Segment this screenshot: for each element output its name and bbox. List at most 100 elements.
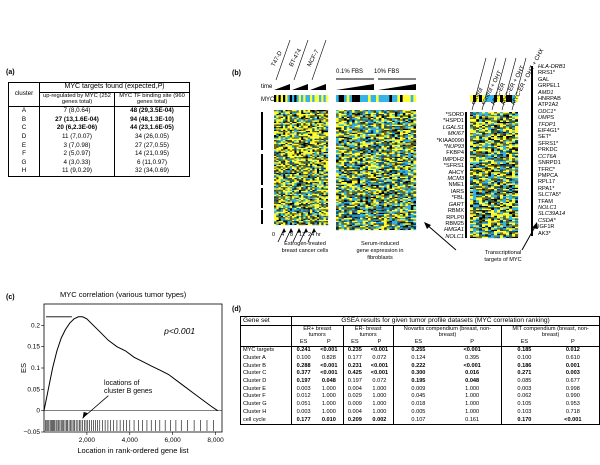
gene-label: GART — [448, 201, 464, 208]
value-cell: 1.000 — [366, 393, 394, 402]
panel-a-label: (a) — [6, 69, 15, 76]
value-cell: 1.000 — [443, 393, 503, 402]
binding-site-cell: 32 (34,0.69) — [135, 167, 169, 175]
caption-myc-targets: Transcriptional targets of MYC — [484, 250, 522, 263]
es-header: ES — [291, 338, 316, 348]
gene-label: IMPDH2 — [442, 156, 464, 163]
value-cell: 0.222 — [411, 362, 426, 369]
x-tick-label: 2,000 — [79, 437, 96, 444]
value-cell: 0.004 — [347, 408, 362, 415]
x-tick-label: 4,000 — [122, 437, 139, 444]
value-cell: 0.003 — [517, 385, 532, 392]
value-cell: 1.000 — [315, 393, 344, 402]
gene-label: RBM25 — [445, 220, 464, 227]
y-tick-label: 0.2 — [31, 322, 40, 329]
time-label: time — [261, 84, 273, 90]
annotation-text: cluster B genes — [104, 388, 153, 395]
dataset-header: Novartis compendium (breast, non-breast) — [393, 325, 503, 339]
value-cell: 0.085 — [517, 378, 532, 385]
value-cell: 0.004 — [347, 385, 362, 392]
binding-site-cell: 14 (21,0.95) — [135, 150, 169, 158]
table-row: C 20 (6,2.3E-06) 44 (23,1.6E-05) — [8, 124, 190, 133]
y-tick-label: 0.1 — [31, 365, 40, 372]
es-header: ES — [343, 338, 367, 348]
value-cell: 0.103 — [517, 408, 532, 415]
table-row: MYC targets 0.241 <0.001 0.235 <0.001 0.255 <0… — [240, 346, 600, 355]
gene-label: LGALS1 — [442, 124, 464, 131]
value-cell: <0.001 — [366, 362, 394, 371]
upregulated-cell: 3 (7,0.98) — [39, 141, 115, 151]
heatmap-myc-targets — [470, 112, 519, 239]
gene-label: IARS — [450, 188, 464, 195]
value-cell: 0.072 — [366, 354, 394, 363]
es-header: ES — [501, 338, 547, 348]
myc-targets-table: cluster MYC targets found (expected,P) u… — [8, 82, 190, 177]
gene-set-name: cell cycle — [240, 416, 292, 425]
value-cell: 0.828 — [315, 354, 344, 363]
value-cell: 0.100 — [517, 354, 532, 361]
gene-label: *SORD — [445, 112, 464, 118]
annotation-text: locations of — [104, 380, 139, 387]
myc-expression-strip — [274, 95, 519, 102]
value-cell: <0.001 — [564, 416, 582, 423]
value-cell: 1.000 — [315, 401, 344, 409]
cluster-cell: G — [8, 158, 40, 168]
gene-set-name: Cluster A — [240, 354, 292, 363]
gene-label: AMD1 — [538, 89, 554, 96]
value-cell: 0.610 — [565, 354, 580, 361]
value-cell: 1.000 — [366, 401, 394, 409]
heatmap-fibroblasts — [336, 110, 417, 231]
cluster-cell: C — [8, 124, 40, 133]
table-row: Cluster E 0.003 1.000 0.004 1.000 0.009 1.000 0… — [240, 385, 600, 394]
panel-c-label: (c) — [6, 294, 15, 301]
p-header: P — [443, 338, 503, 348]
value-cell: 0.005 — [411, 408, 426, 415]
x-tick-label: 6,000 — [165, 437, 182, 444]
value-cell: 0.045 — [411, 393, 426, 400]
gene-label: SNRPD1 — [538, 160, 561, 167]
value-cell: 0.048 — [443, 378, 503, 386]
gene-label: *NUP93 — [443, 144, 464, 151]
panel-b-label: (b) — [232, 70, 241, 77]
panel-d-label: (d) — [232, 306, 241, 313]
value-cell: 0.288 — [296, 362, 311, 369]
table-row: Cluster G 0.051 1.000 0.009 1.000 0.018 1.000 0… — [240, 401, 600, 409]
value-cell: 1.000 — [315, 408, 344, 417]
value-cell: 0.029 — [347, 393, 362, 400]
myc-label: MYC — [261, 97, 275, 103]
p-header: P — [546, 338, 600, 348]
gene-label: GRPEL1 — [538, 83, 561, 90]
gene-set-name: Cluster D — [240, 378, 292, 386]
time-tick-label: 8 — [290, 232, 294, 238]
table-row: Cluster B 0.288 <0.001 0.231 <0.001 0.222 <0.0… — [240, 362, 600, 371]
gene-label: RPL17 — [538, 179, 556, 186]
gene-set-name: Cluster F — [240, 393, 292, 402]
gene-label: AK3* — [538, 230, 551, 237]
upregulated-cell: 20 (6,2.3E-06) — [39, 124, 115, 133]
gene-label: EIF4G1* — [538, 128, 560, 135]
gene-label: SLC39A14 — [538, 211, 566, 218]
value-cell: 0.990 — [565, 393, 580, 400]
gene-label: RRS1* — [538, 70, 556, 77]
gene-set-name: MYC targets — [240, 346, 292, 355]
p-value: p<0.001 — [163, 326, 195, 336]
gene-set-header: Gene set — [240, 316, 292, 326]
value-cell: 0.161 — [443, 416, 503, 425]
gene-set-name: Cluster H — [240, 408, 292, 417]
value-cell: 0.235 — [347, 347, 362, 354]
value-cell: 0.002 — [366, 416, 394, 425]
value-cell: 0.177 — [296, 416, 311, 423]
gene-label: NME1 — [448, 182, 464, 189]
value-cell: 0.300 — [411, 370, 426, 377]
gene-label: *KIAA0090 — [436, 137, 464, 144]
p-header: P — [315, 338, 344, 348]
gene-label: *FBL — [451, 195, 464, 202]
y-tick-label: 0.05 — [27, 386, 40, 393]
time-tick-label: 0 — [272, 232, 276, 238]
table-row: Cluster A 0.100 0.828 0.177 0.072 0.124 0.395 0… — [240, 354, 600, 363]
value-cell: 0.255 — [411, 347, 426, 354]
